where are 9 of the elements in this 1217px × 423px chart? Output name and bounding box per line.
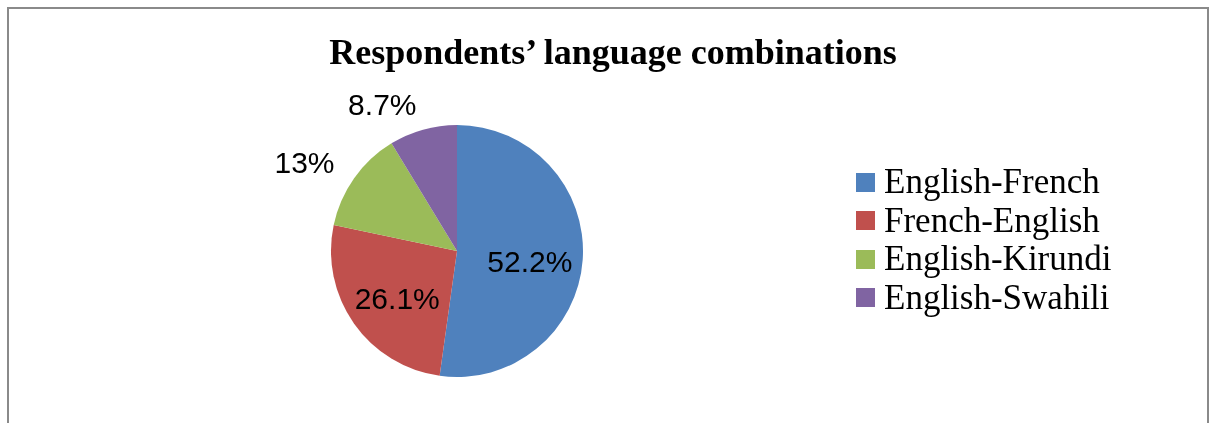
legend-label: English-Kirundi	[884, 239, 1112, 279]
chart-title: Respondents’ language combinations	[328, 32, 898, 72]
legend-label: French-English	[884, 200, 1100, 240]
data-label: 26.1%	[354, 282, 440, 316]
legend-label: English-French	[884, 162, 1100, 202]
data-label: 13%	[274, 145, 335, 179]
legend-label: English-Swahili	[884, 277, 1110, 317]
data-label: 8.7%	[348, 87, 417, 121]
data-label: 52.2%	[487, 245, 573, 279]
